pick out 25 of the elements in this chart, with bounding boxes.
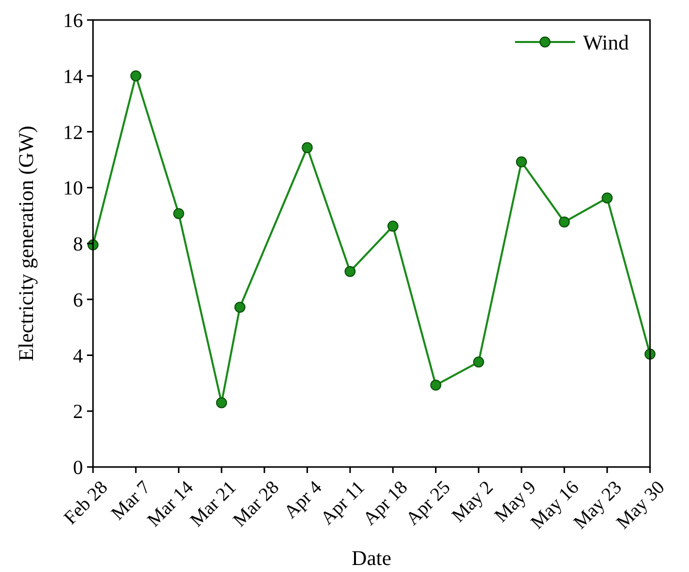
point (602, 192, 613, 204)
x-tick-label: Feb 28 (60, 477, 112, 529)
point (234, 302, 246, 313)
y-tick-label: 0 (73, 457, 83, 479)
point (302, 142, 313, 154)
y-tick-label: 16 (63, 10, 83, 32)
point (344, 266, 356, 277)
point (558, 216, 570, 228)
y-tick-label: 8 (73, 234, 83, 256)
y-tick-label: 12 (63, 122, 83, 144)
y-tick-label: 4 (73, 345, 83, 368)
point (387, 220, 398, 232)
point (430, 380, 442, 391)
point (516, 156, 527, 168)
point (216, 397, 228, 408)
point (173, 208, 184, 220)
point (473, 356, 484, 368)
point (130, 70, 142, 82)
legend-label: Wind (583, 30, 630, 54)
y-tick-label: 14 (63, 66, 83, 88)
y-tick-label: 6 (73, 289, 83, 312)
x-axis-title: Date (352, 546, 392, 570)
y-tick-label: 10 (63, 178, 83, 200)
y-tick-label: 2 (73, 401, 83, 424)
y-axis-title: Electricity generation (GW) (14, 126, 38, 362)
